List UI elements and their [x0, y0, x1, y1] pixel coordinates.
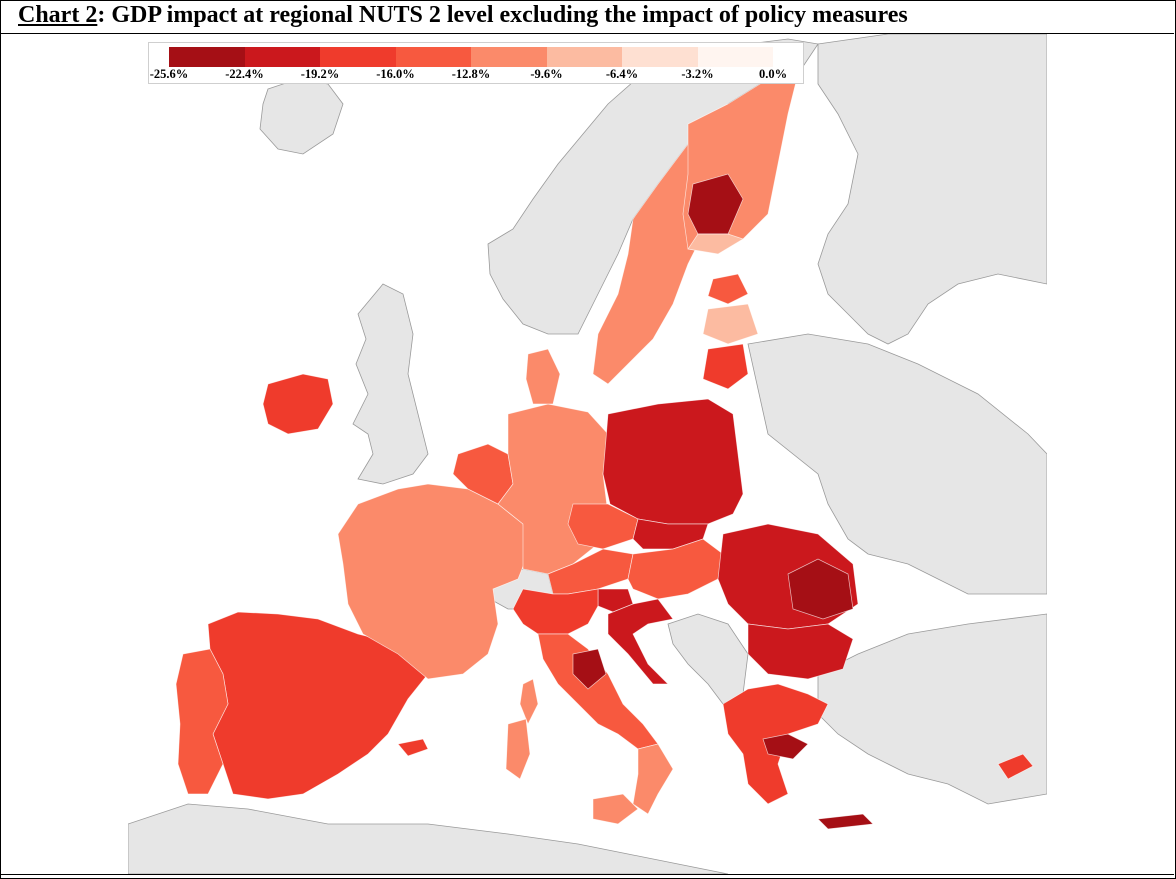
great-britain	[352, 283, 429, 485]
sicily	[592, 793, 639, 825]
balearic	[397, 738, 429, 757]
legend-labels: -25.6% -22.4% -19.2% -16.0% -12.8% -9.6%…	[149, 67, 803, 81]
western-balkans	[667, 613, 749, 705]
legend-tick: -25.6%	[149, 67, 189, 81]
sardinia	[505, 718, 531, 780]
title-row: Chart 2: GDP impact at regional NUTS 2 l…	[0, 0, 1174, 34]
russia-north	[817, 34, 1047, 345]
legend-tick: -22.4%	[225, 67, 264, 81]
legend-swatch	[244, 47, 320, 67]
hungary	[627, 538, 724, 600]
corsica	[519, 678, 539, 725]
italy-hotspot	[572, 648, 607, 690]
italy-south	[632, 743, 674, 815]
eastern-europe	[747, 333, 1047, 595]
chart-title: Chart 2: GDP impact at regional NUTS 2 l…	[18, 2, 908, 29]
legend: -25.6% -22.4% -19.2% -16.0% -12.8% -9.6%…	[148, 42, 804, 84]
legend-swatch	[546, 47, 622, 67]
turkey	[817, 613, 1047, 805]
legend-swatch	[622, 47, 698, 67]
bottom-rule	[0, 874, 1174, 875]
estonia	[707, 273, 749, 305]
italy-north	[512, 588, 599, 635]
chart-number: Chart 2	[18, 2, 98, 28]
greece-hotspot	[762, 733, 809, 760]
legend-tick: -19.2%	[300, 67, 340, 81]
legend-tick: 0.0%	[758, 67, 788, 81]
legend-swatch	[395, 47, 471, 67]
bulgaria	[747, 623, 854, 680]
legend-swatch	[320, 47, 396, 67]
map-area	[128, 34, 1047, 874]
cyprus	[997, 753, 1034, 780]
legend-tick: -6.4%	[605, 67, 639, 81]
legend-tick: -9.6%	[530, 67, 563, 81]
europe-map	[128, 34, 1047, 874]
legend-tick: -12.8%	[451, 67, 491, 81]
legend-bar	[169, 47, 773, 67]
non-eu-land	[128, 34, 1047, 874]
legend-tick: -16.0%	[376, 67, 415, 81]
finland-south	[687, 233, 744, 255]
croatia	[607, 598, 674, 685]
poland	[602, 398, 744, 525]
legend-swatch	[169, 47, 245, 67]
iceland	[259, 78, 344, 155]
crete	[817, 813, 874, 830]
lithuania	[702, 343, 749, 390]
portugal	[175, 648, 229, 795]
romania-hotspot	[787, 558, 854, 620]
czechia	[567, 503, 639, 550]
latvia	[702, 303, 759, 345]
ireland	[262, 373, 334, 435]
legend-swatch	[471, 47, 547, 67]
denmark	[525, 348, 561, 405]
eu-regions	[175, 73, 1034, 830]
legend-tick: -3.2%	[681, 67, 714, 81]
north-africa	[128, 803, 729, 874]
legend-swatch	[697, 47, 773, 67]
chart-title-text: : GDP impact at regional NUTS 2 level ex…	[97, 2, 908, 28]
